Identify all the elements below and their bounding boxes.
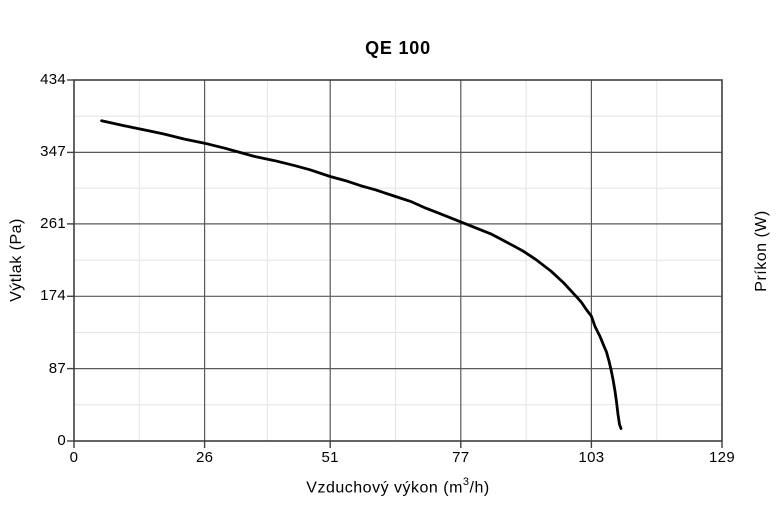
y-axis-tick-label: 0 [57,432,66,449]
x-axis-label: Vzduchový výkon (m3/h) [74,476,722,497]
x-axis-tick-label: 77 [452,449,470,466]
x-axis-label-suffix: /h) [469,479,490,497]
x-axis-tick-label: 51 [321,449,339,466]
x-axis-label-superscript: 3 [462,476,470,488]
x-axis-tick-label: 0 [69,449,79,466]
y-axis-tick-label: 434 [40,71,66,88]
x-axis-tick-label: 103 [578,449,605,466]
plot-border [73,79,723,442]
y-axis-tick-label: 87 [48,359,66,377]
y-axis-tick-label: 347 [40,143,66,161]
pressure-curve [100,119,623,430]
y-axis-tick-label: 261 [40,214,66,232]
chart-title: QE 100 [365,38,431,58]
y-axis-tick-label: 174 [40,287,66,305]
x-axis-label-text: Vzduchový výkon (m [306,479,463,497]
x-axis-tick-label: 129 [709,449,735,466]
x-axis-tick-label: 26 [195,449,214,466]
